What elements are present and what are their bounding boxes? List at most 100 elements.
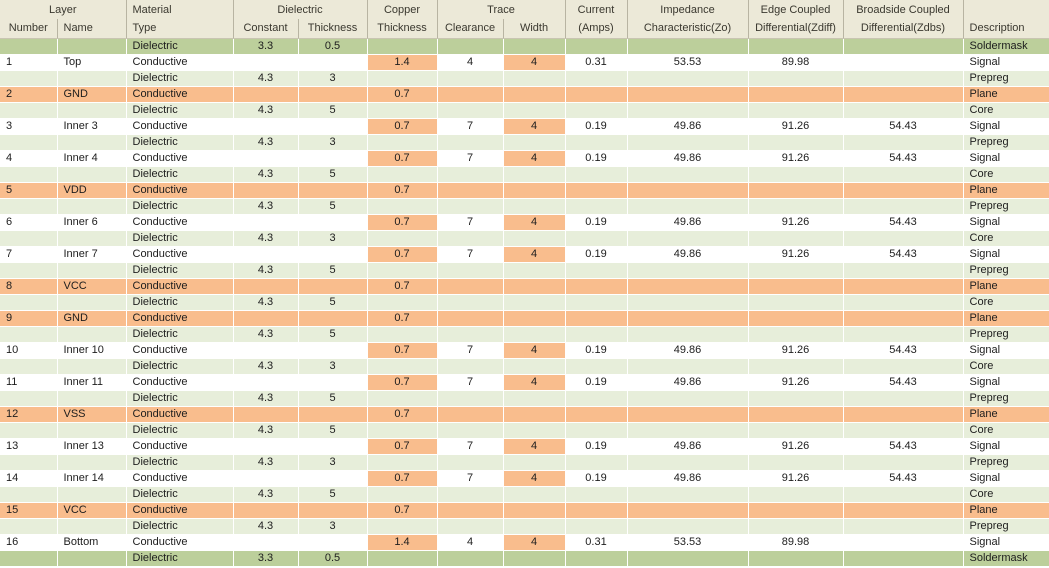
cell-thickness[interactable]: 3 [298,454,368,471]
cell-zo[interactable] [627,198,749,215]
cell-zo[interactable]: 53.53 [627,54,749,71]
cell-description[interactable]: Prepreg [963,390,1049,407]
cell-constant[interactable] [233,278,299,295]
cell-width[interactable]: 4 [503,438,566,455]
cell-type[interactable]: Conductive [126,406,234,423]
cell-amps[interactable]: 0.31 [565,534,628,551]
cell-zo[interactable] [627,134,749,151]
cell-zdbs[interactable] [843,486,964,503]
cell-name[interactable] [57,166,127,183]
cell-width[interactable] [503,198,566,215]
cell-type[interactable]: Dielectric [126,198,234,215]
cell-width[interactable] [503,134,566,151]
cell-description[interactable]: Plane [963,502,1049,519]
cell-zo[interactable]: 49.86 [627,150,749,167]
cell-type[interactable]: Conductive [126,278,234,295]
cell-copper[interactable]: 0.7 [367,310,438,327]
cell-thickness[interactable] [298,214,368,231]
cell-constant[interactable] [233,438,299,455]
cell-description[interactable]: Plane [963,310,1049,327]
cell-clearance[interactable]: 4 [437,534,504,551]
cell-clearance[interactable] [437,406,504,423]
cell-type[interactable]: Conductive [126,246,234,263]
cell-zdbs[interactable] [843,534,964,551]
cell-zdiff[interactable] [748,86,844,103]
cell-number[interactable] [0,294,58,311]
cell-thickness[interactable]: 5 [298,390,368,407]
cell-zo[interactable] [627,390,749,407]
cell-copper[interactable]: 1.4 [367,54,438,71]
cell-name[interactable]: Inner 7 [57,246,127,263]
cell-width[interactable] [503,182,566,199]
cell-width[interactable] [503,310,566,327]
cell-amps[interactable] [565,198,628,215]
cell-width[interactable] [503,486,566,503]
cell-constant[interactable]: 3.3 [233,550,299,567]
cell-description[interactable]: Plane [963,406,1049,423]
cell-width[interactable] [503,294,566,311]
cell-zdiff[interactable] [748,310,844,327]
cell-type[interactable]: Conductive [126,182,234,199]
cell-copper[interactable]: 0.7 [367,182,438,199]
cell-copper[interactable]: 0.7 [367,502,438,519]
cell-thickness[interactable] [298,182,368,199]
cell-amps[interactable]: 0.19 [565,150,628,167]
cell-copper[interactable]: 0.7 [367,150,438,167]
cell-constant[interactable]: 4.3 [233,294,299,311]
cell-amps[interactable] [565,310,628,327]
cell-copper[interactable]: 0.7 [367,342,438,359]
cell-zo[interactable]: 49.86 [627,246,749,263]
cell-zo[interactable] [627,550,749,567]
cell-zdiff[interactable] [748,278,844,295]
cell-constant[interactable]: 4.3 [233,486,299,503]
cell-thickness[interactable]: 5 [298,262,368,279]
cell-number[interactable] [0,166,58,183]
cell-constant[interactable]: 4.3 [233,134,299,151]
cell-description[interactable]: Core [963,230,1049,247]
cell-constant[interactable] [233,374,299,391]
cell-zo[interactable]: 49.86 [627,214,749,231]
cell-description[interactable]: Signal [963,246,1049,263]
cell-type[interactable]: Dielectric [126,326,234,343]
cell-amps[interactable] [565,422,628,439]
cell-zdbs[interactable] [843,182,964,199]
cell-thickness[interactable] [298,86,368,103]
cell-width[interactable] [503,518,566,535]
cell-zdiff[interactable] [748,390,844,407]
cell-name[interactable]: VDD [57,182,127,199]
cell-type[interactable]: Dielectric [126,454,234,471]
cell-amps[interactable] [565,230,628,247]
cell-width[interactable]: 4 [503,54,566,71]
cell-zdiff[interactable] [748,38,844,55]
cell-clearance[interactable] [437,550,504,567]
cell-number[interactable] [0,134,58,151]
cell-type[interactable]: Conductive [126,150,234,167]
cell-width[interactable]: 4 [503,214,566,231]
cell-name[interactable] [57,454,127,471]
cell-amps[interactable]: 0.19 [565,118,628,135]
cell-name[interactable] [57,390,127,407]
cell-zdbs[interactable]: 54.43 [843,470,964,487]
cell-name[interactable]: Inner 13 [57,438,127,455]
cell-clearance[interactable] [437,454,504,471]
cell-copper[interactable] [367,70,438,87]
cell-copper[interactable] [367,38,438,55]
cell-number[interactable]: 12 [0,406,58,423]
cell-zdiff[interactable] [748,230,844,247]
cell-clearance[interactable]: 7 [437,342,504,359]
cell-zdbs[interactable] [843,294,964,311]
cell-number[interactable]: 11 [0,374,58,391]
cell-zdbs[interactable] [843,278,964,295]
cell-clearance[interactable] [437,38,504,55]
cell-zdbs[interactable] [843,166,964,183]
cell-name[interactable] [57,230,127,247]
cell-amps[interactable] [565,182,628,199]
cell-constant[interactable] [233,502,299,519]
cell-thickness[interactable]: 5 [298,326,368,343]
cell-copper[interactable] [367,390,438,407]
cell-thickness[interactable]: 5 [298,166,368,183]
cell-width[interactable] [503,326,566,343]
cell-width[interactable] [503,550,566,567]
cell-constant[interactable] [233,214,299,231]
cell-constant[interactable]: 4.3 [233,230,299,247]
